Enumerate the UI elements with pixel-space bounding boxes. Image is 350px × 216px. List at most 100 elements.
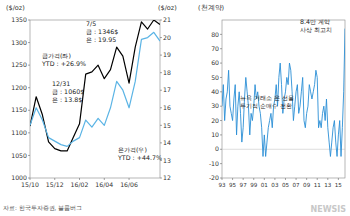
x-tick-label: 15/10 xyxy=(21,181,39,188)
series-line xyxy=(222,29,345,157)
y-tick xyxy=(28,65,30,66)
y-tick-label: 50 xyxy=(211,74,219,81)
x-tick xyxy=(264,178,265,180)
y-tick-label: 80 xyxy=(211,31,219,38)
x-tick-label: 09 xyxy=(303,182,311,188)
x-tick-label: 13 xyxy=(324,182,332,188)
y2-tick xyxy=(160,125,162,126)
y2-tick-label: 20 xyxy=(163,34,171,41)
y-tick xyxy=(220,48,222,49)
annotation: 은가격(우) xyxy=(118,146,147,153)
x-tick xyxy=(296,178,297,180)
chart-root: 1000105011001150120012501300135012131415… xyxy=(0,0,350,216)
y-tick-label: 1350 xyxy=(11,16,27,23)
y-tick xyxy=(28,110,30,111)
x-tick xyxy=(253,178,254,180)
x-tick xyxy=(222,178,223,180)
marks xyxy=(30,20,160,151)
y-tick-label: 1150 xyxy=(11,106,27,113)
annotation: 투기적 순매수 전환 xyxy=(240,102,292,109)
y-tick-label: 1200 xyxy=(11,84,27,91)
x-tick-label: 01 xyxy=(261,182,269,188)
y2-tick-label: 19 xyxy=(163,51,171,58)
annotation: 금 : 1346$ xyxy=(86,28,118,35)
y-tick-label: 70 xyxy=(211,45,219,52)
y2-tick-label: 21 xyxy=(163,16,171,23)
y2-tick xyxy=(160,37,162,38)
y-tick xyxy=(220,77,222,78)
x-tick xyxy=(317,178,318,180)
annotation: YTD : +26.9% xyxy=(41,60,86,67)
y-tick xyxy=(220,149,222,150)
y-tick xyxy=(28,42,30,43)
x-tick xyxy=(232,178,233,180)
x-tick xyxy=(30,178,31,180)
x-tick xyxy=(54,178,55,180)
x-tick xyxy=(338,178,339,180)
chart: -20-100102030405060708093959799010305070… xyxy=(198,4,345,188)
y2-tick xyxy=(160,20,162,21)
y-tick-label: 20 xyxy=(211,117,219,124)
x-tick xyxy=(285,178,286,180)
y-tick-label: 1050 xyxy=(11,152,27,159)
annotation: 12/31 xyxy=(52,80,70,87)
y-tick-label: -20 xyxy=(209,174,219,181)
y2-tick-label: 12 xyxy=(163,174,171,181)
x-tick xyxy=(129,178,130,180)
y2-tick xyxy=(160,178,162,179)
annotation: 금가격(좌) xyxy=(42,52,71,59)
y2-tick-label: 16 xyxy=(163,104,171,111)
x-tick-label: 16/04 xyxy=(95,181,113,188)
y-tick-label: 40 xyxy=(211,88,219,95)
y-tick-label: 0 xyxy=(215,145,219,152)
annotation: 뉴욕 거래소 은 선물 xyxy=(240,94,294,101)
annotation: 사상 최고치 xyxy=(300,26,332,33)
y2-tick-label: 17 xyxy=(163,86,171,93)
y2-tick-label: 13 xyxy=(163,157,171,164)
y-tick xyxy=(220,106,222,107)
x-tick-label: 11 xyxy=(314,182,322,188)
y-axis-label: ($/oz) xyxy=(6,4,25,12)
x-tick xyxy=(327,178,328,180)
source: 자료: 한국투자증권, 블룸버그 xyxy=(3,205,82,211)
plot-frame xyxy=(222,20,345,178)
y-tick-label: 1300 xyxy=(11,39,27,46)
marks xyxy=(222,29,345,157)
annotation: YTD : +44.7% xyxy=(117,154,162,161)
x-tick xyxy=(243,178,244,180)
x-tick-label: 95 xyxy=(229,182,237,188)
y-tick-label: 10 xyxy=(211,131,219,138)
annotation: 은 : 19.95 xyxy=(86,36,116,43)
y-axis-label: (천계약) xyxy=(198,4,224,12)
y2-tick-label: 15 xyxy=(163,122,171,129)
x-tick-label: 16/02 xyxy=(71,181,89,188)
annotation: 금 : 1060$ xyxy=(52,88,84,95)
y-tick xyxy=(28,20,30,21)
x-tick-label: 93 xyxy=(218,182,226,188)
x-tick-label: 15 xyxy=(335,182,343,188)
chart: 1000105011001150120012501300135012131415… xyxy=(6,4,177,188)
x-tick-label: 05 xyxy=(282,182,290,188)
y2-tick xyxy=(160,55,162,56)
series-line xyxy=(30,20,160,151)
annotation: 은 : 13.8$ xyxy=(52,96,82,103)
y-tick-label: 1100 xyxy=(11,129,27,136)
watermark: NEWSIS xyxy=(311,205,347,214)
x-tick-label: 97 xyxy=(240,182,248,188)
y2-tick-label: 18 xyxy=(163,69,171,76)
y2-axis-label: ($/oz) xyxy=(158,4,177,12)
y-tick xyxy=(220,34,222,35)
y-tick xyxy=(220,63,222,64)
y2-tick xyxy=(160,142,162,143)
y-tick xyxy=(28,132,30,133)
y-tick-label: 60 xyxy=(211,59,219,66)
x-tick-label: 99 xyxy=(250,182,258,188)
x-tick-label: 03 xyxy=(271,182,279,188)
y-tick-label: 1250 xyxy=(11,61,27,68)
y-tick xyxy=(28,155,30,156)
x-tick xyxy=(79,178,80,180)
y-tick xyxy=(220,163,222,164)
y2-tick xyxy=(160,107,162,108)
y-tick xyxy=(220,120,222,121)
y-tick xyxy=(220,134,222,135)
